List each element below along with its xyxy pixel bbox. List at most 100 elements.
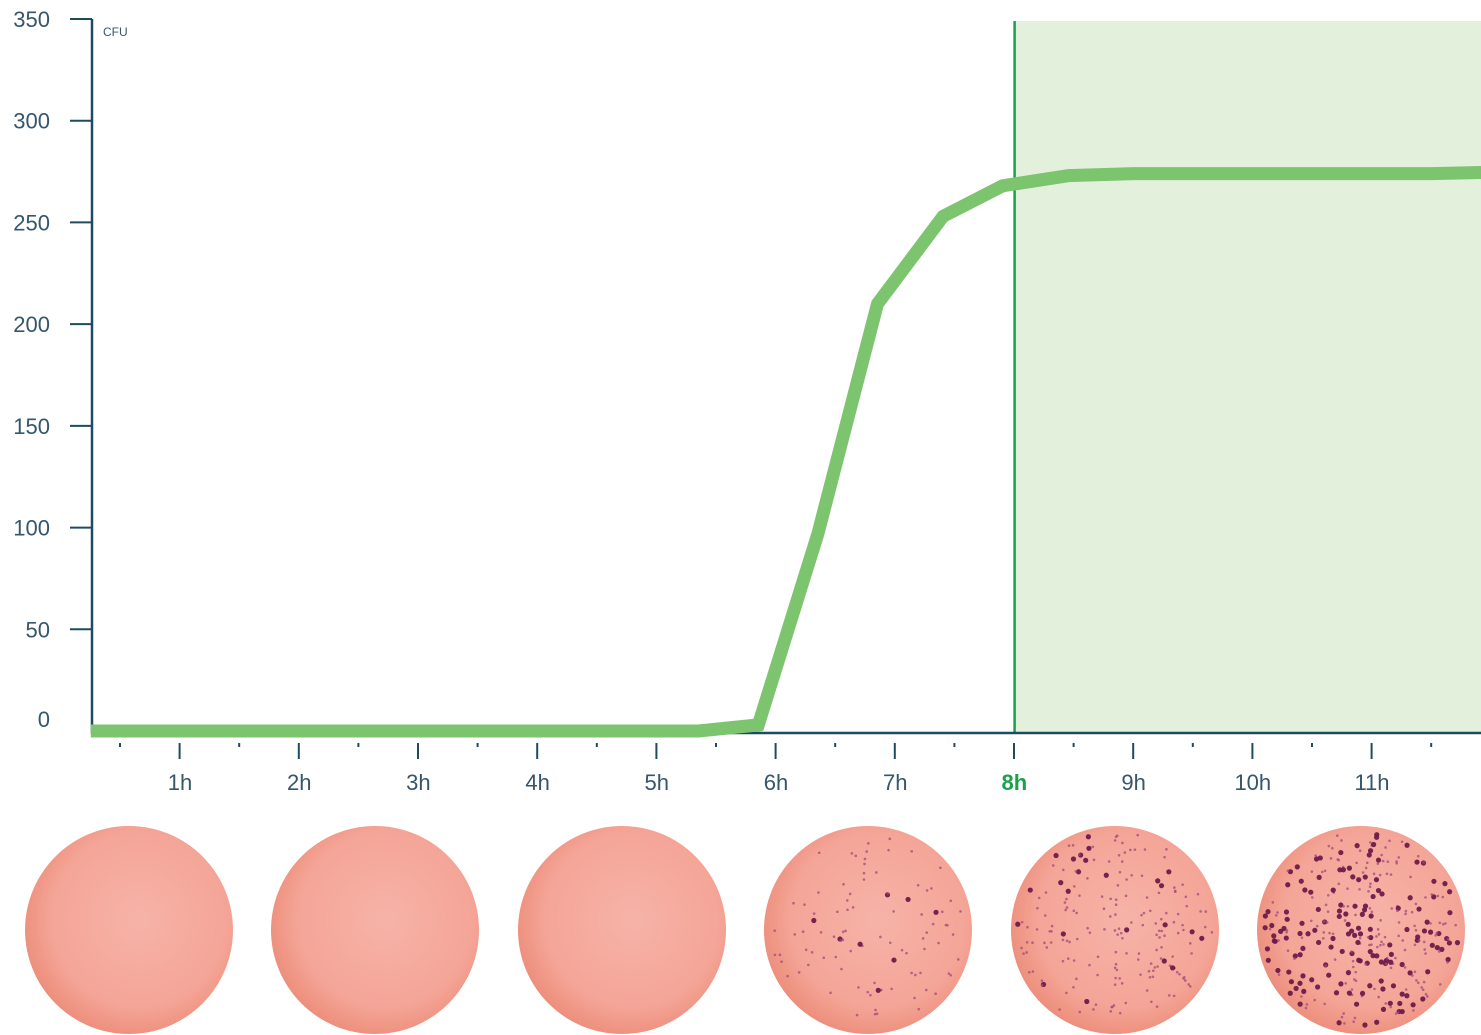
- colony-dot: [1394, 956, 1397, 960]
- colony-dot: [888, 941, 892, 945]
- colony-dot: [1182, 977, 1185, 980]
- colony-dot: [1094, 1003, 1098, 1007]
- colony-dot: [1163, 934, 1166, 938]
- colony-dot: [957, 958, 960, 961]
- colony-dot: [1441, 895, 1445, 899]
- colony-dot: [1404, 926, 1410, 933]
- colony-dot: [1387, 1000, 1393, 1006]
- colony-dot: [1338, 981, 1344, 987]
- colony-dot: [1404, 988, 1408, 991]
- colony-dot: [1376, 928, 1380, 931]
- colony-dot: [1031, 970, 1035, 973]
- colony-dot: [1376, 945, 1379, 949]
- colony-dot: [1022, 952, 1025, 955]
- colony-dot: [1333, 990, 1340, 996]
- colony-dot: [1362, 1022, 1368, 1028]
- colony-dot: [873, 1012, 877, 1016]
- colony-dot: [959, 910, 962, 913]
- colony-dot: [1312, 927, 1318, 933]
- colony-dot: [1350, 988, 1354, 991]
- colony-dot: [1328, 944, 1334, 950]
- colony-dot: [949, 973, 953, 977]
- colony-dot: [914, 973, 917, 977]
- colony-dot: [1300, 995, 1303, 998]
- colony-dot: [1118, 870, 1122, 874]
- colony-dot: [1364, 866, 1368, 870]
- colony-dot: [1407, 970, 1413, 976]
- colony-dot: [1403, 966, 1407, 969]
- colony-dot: [1283, 935, 1289, 941]
- colony-dot: [1171, 955, 1174, 958]
- y-tick-label: 250: [13, 210, 50, 235]
- colony-dot: [1110, 1005, 1114, 1009]
- colony-dot: [1377, 995, 1381, 999]
- colony-dot: [890, 987, 893, 991]
- colony-dot: [1125, 878, 1128, 881]
- colony-dot: [801, 930, 805, 934]
- colony-dot: [1351, 959, 1355, 963]
- colony-dot: [1061, 959, 1065, 963]
- colony-dot: [1367, 948, 1373, 955]
- colony-dot: [1404, 993, 1410, 999]
- colony-dot: [1316, 874, 1322, 880]
- colony-dot: [1305, 1003, 1309, 1006]
- colony-dot: [834, 955, 838, 959]
- colony-dot: [1421, 988, 1425, 992]
- colony-dot: [1345, 931, 1352, 937]
- colony-dot: [819, 931, 823, 934]
- colony-dot: [803, 903, 806, 906]
- colony-dot: [1362, 874, 1368, 880]
- colony-dot: [1075, 869, 1082, 875]
- colony-dot: [1271, 901, 1275, 904]
- colony-dot: [1403, 948, 1407, 952]
- colony-dot: [841, 938, 845, 942]
- colony-dot: [773, 953, 777, 957]
- colony-dot: [1434, 934, 1437, 937]
- colony-dot: [1181, 883, 1184, 886]
- colony-dot: [1286, 869, 1290, 873]
- x-tick-label: 9h: [1121, 770, 1145, 795]
- colony-dot: [1297, 952, 1303, 958]
- colony-dot: [1344, 982, 1348, 985]
- colony-dot: [1298, 878, 1304, 884]
- colony-dot: [848, 892, 852, 896]
- colony-dot: [1412, 1009, 1415, 1012]
- colony-dot: [1274, 914, 1278, 917]
- colony-dot: [1395, 860, 1398, 863]
- colony-dot: [1120, 982, 1124, 985]
- colony-dot: [780, 960, 783, 964]
- colony-dot: [1397, 1000, 1403, 1007]
- highlight-region: [1014, 21, 1481, 733]
- colony-dot: [939, 866, 942, 870]
- colony-dot: [1176, 931, 1180, 935]
- colony-dot: [1368, 906, 1372, 910]
- colony-dot: [850, 852, 854, 855]
- colony-dot: [1370, 943, 1373, 946]
- y-tick-label: 100: [13, 516, 50, 541]
- colony-dot: [1373, 877, 1380, 883]
- colony-dot: [1417, 939, 1421, 943]
- colony-dot: [1422, 940, 1426, 944]
- colony-dot: [1203, 925, 1207, 929]
- colony-dot: [1370, 910, 1374, 914]
- y-axis-unit-label: CFU: [103, 25, 128, 39]
- colony-dot: [1299, 920, 1305, 926]
- colony-dot: [1096, 973, 1099, 977]
- colony-dot: [1172, 920, 1176, 924]
- x-tick-label: 6h: [764, 770, 788, 795]
- colony-dot: [1172, 994, 1176, 998]
- colony-dot: [811, 917, 817, 924]
- colony-dot: [1338, 849, 1344, 856]
- colony-dot: [1120, 860, 1124, 863]
- colony-dot: [1359, 911, 1365, 918]
- colony-dot: [1355, 939, 1361, 946]
- colony-dot: [1163, 855, 1166, 859]
- colony-dot: [1351, 965, 1355, 969]
- colony-dot: [1367, 848, 1374, 854]
- colony-dot: [1297, 1001, 1303, 1007]
- colony-dot: [1364, 962, 1368, 966]
- colony-dot: [1136, 833, 1140, 837]
- colony-dot: [1358, 887, 1361, 891]
- colony-dot: [1103, 928, 1106, 931]
